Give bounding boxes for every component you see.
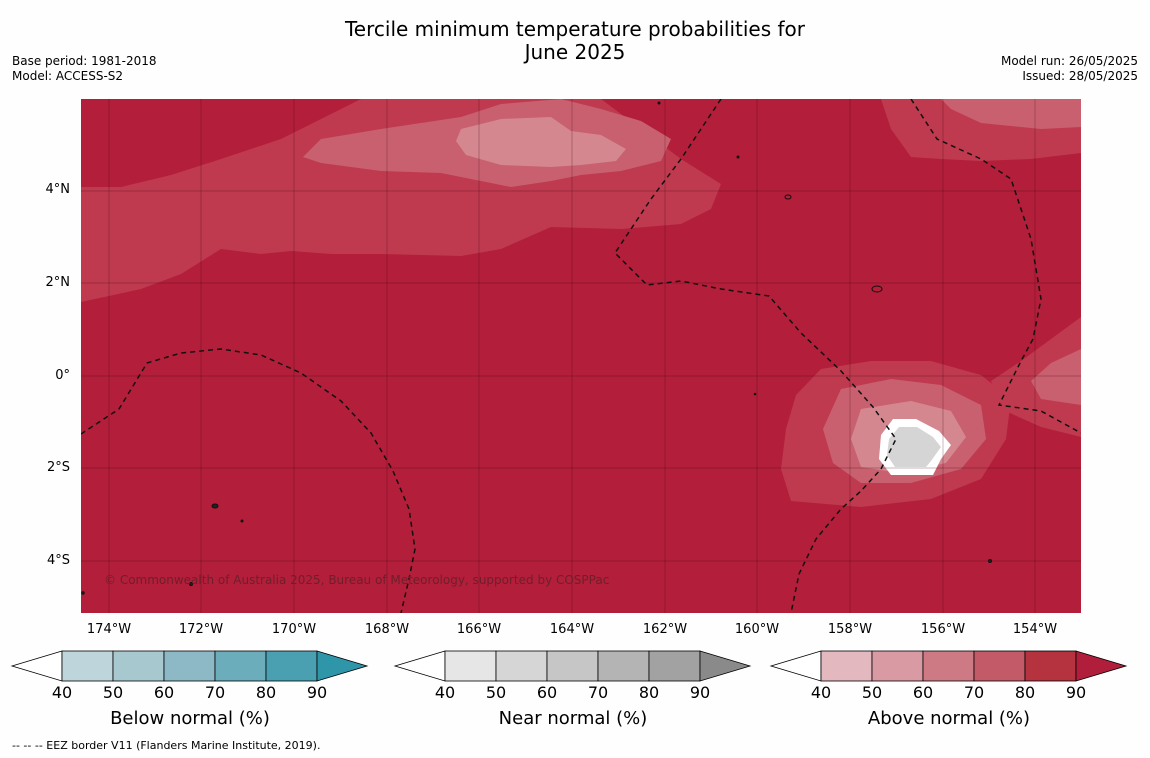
- lon-label-166w: 166°W: [456, 622, 502, 637]
- title-line-1: Tercile minimum temperature probabilitie…: [344, 17, 806, 41]
- colorbar-above-high-extend: [1075, 650, 1128, 682]
- eez-border-west: [81, 348, 416, 613]
- lon-label-174w: 174°W: [86, 622, 132, 637]
- below-tick-70: 70: [204, 683, 226, 702]
- island-9: [753, 392, 757, 396]
- graticule: [81, 99, 1081, 613]
- near-tick-80: 80: [638, 683, 660, 702]
- island-1: [784, 194, 792, 200]
- islands: [81, 101, 992, 595]
- island-8: [988, 559, 992, 563]
- eez-footnote: -- -- -- EEZ border V11 (Flanders Marine…: [12, 739, 321, 752]
- colorbar-below-title: Below normal (%): [110, 708, 270, 729]
- above-60-northeast-region: [941, 99, 1081, 129]
- model-text: Model: ACCESS-S2: [12, 69, 124, 83]
- colorbar-above-segment: [922, 650, 975, 682]
- near-tick-70: 70: [587, 683, 609, 702]
- colorbar-near-high-extend: [699, 650, 752, 682]
- lon-label-172w: 172°W: [178, 622, 224, 637]
- colorbar-near-segment: [648, 650, 701, 682]
- below-tick-80: 80: [255, 683, 277, 702]
- base-period-text: Base period: 1981-2018: [12, 54, 157, 68]
- lat-label-0: 0°: [55, 368, 70, 383]
- map-title: Tercile minimum temperature probabilitie…: [0, 18, 1150, 64]
- model-run-text: Model run: 26/05/2025: [1000, 54, 1138, 68]
- colorbar-above-title: Above normal (%): [867, 708, 1031, 729]
- above-tick-70: 70: [963, 683, 985, 702]
- below-tick-40: 40: [51, 683, 73, 702]
- lon-label-170w: 170°W: [271, 622, 317, 637]
- lon-label-160w: 160°W: [734, 622, 780, 637]
- colorbar-above-low-extend: [769, 650, 822, 682]
- above-tick-80: 80: [1014, 683, 1036, 702]
- above-tick-90: 90: [1065, 683, 1087, 702]
- above-50-north-region: [456, 117, 626, 167]
- eez-borders: [81, 99, 1081, 613]
- colorbar-near-title: Near normal (%): [498, 708, 648, 729]
- probability-map: © Commonwealth of Australia 2025, Bureau…: [81, 99, 1081, 613]
- island-10: [81, 591, 85, 595]
- below-tick-50: 50: [102, 683, 124, 702]
- island-3: [736, 155, 740, 159]
- colorbar-above-segment: [820, 650, 873, 682]
- near-normal-region: [887, 427, 941, 467]
- colorbars: [10, 650, 1128, 682]
- colorbar-above-segment: [1024, 650, 1077, 682]
- near-tick-90: 90: [689, 683, 711, 702]
- lat-label-2s: 2°S: [46, 460, 70, 475]
- colorbar-below-segment: [265, 650, 318, 682]
- above-60-east-region: [1031, 349, 1081, 405]
- copyright-text: © Commonwealth of Australia 2025, Bureau…: [104, 573, 609, 587]
- colorbar-below-segment: [61, 650, 114, 682]
- island-4: [657, 101, 661, 105]
- below-tick-90: 90: [306, 683, 328, 702]
- eez-border-central: [614, 99, 897, 613]
- above-tick-60: 60: [912, 683, 934, 702]
- colorbar-near-low-extend: [393, 650, 446, 682]
- above-tick-40: 40: [810, 683, 832, 702]
- eez-border-east: [910, 99, 1081, 434]
- colorbar-below-segment: [214, 650, 267, 682]
- colorbar-below-segment: [112, 650, 165, 682]
- near-tick-60: 60: [536, 683, 558, 702]
- island-5: [211, 503, 219, 509]
- above-tick-50: 50: [861, 683, 883, 702]
- colorbar-below-high-extend: [316, 650, 369, 682]
- title-line-2: June 2025: [524, 40, 626, 64]
- colorbar-near-segment: [444, 650, 497, 682]
- lat-label-4s: 4°S: [46, 553, 70, 568]
- island-2: [871, 285, 883, 293]
- lon-label-164w: 164°W: [549, 622, 595, 637]
- below-tick-60: 60: [153, 683, 175, 702]
- colorbar-below-low-extend: [10, 650, 63, 682]
- lon-label-162w: 162°W: [642, 622, 688, 637]
- meta-left: Base period: 1981-2018 Model: ACCESS-S2: [12, 54, 157, 84]
- colorbar-near-segment: [597, 650, 650, 682]
- lon-label-154w: 154°W: [1012, 622, 1058, 637]
- lat-label-2n: 2°N: [45, 275, 71, 290]
- lon-label-156w: 156°W: [920, 622, 966, 637]
- near-tick-40: 40: [434, 683, 456, 702]
- lon-label-168w: 168°W: [364, 622, 410, 637]
- colorbar-above-segment: [871, 650, 924, 682]
- meta-right: Model run: 26/05/2025 Issued: 28/05/2025: [1001, 54, 1138, 84]
- lon-label-158w: 158°W: [827, 622, 873, 637]
- island-6: [240, 519, 244, 523]
- colorbar-above-segment: [973, 650, 1026, 682]
- lat-label-4n: 4°N: [45, 182, 71, 197]
- colorbar-below-segment: [163, 650, 216, 682]
- colorbar-near-segment: [495, 650, 548, 682]
- island-7: [189, 582, 193, 586]
- issued-text: Issued: 28/05/2025: [1022, 69, 1138, 83]
- near-tick-50: 50: [485, 683, 507, 702]
- colorbar-near-segment: [546, 650, 599, 682]
